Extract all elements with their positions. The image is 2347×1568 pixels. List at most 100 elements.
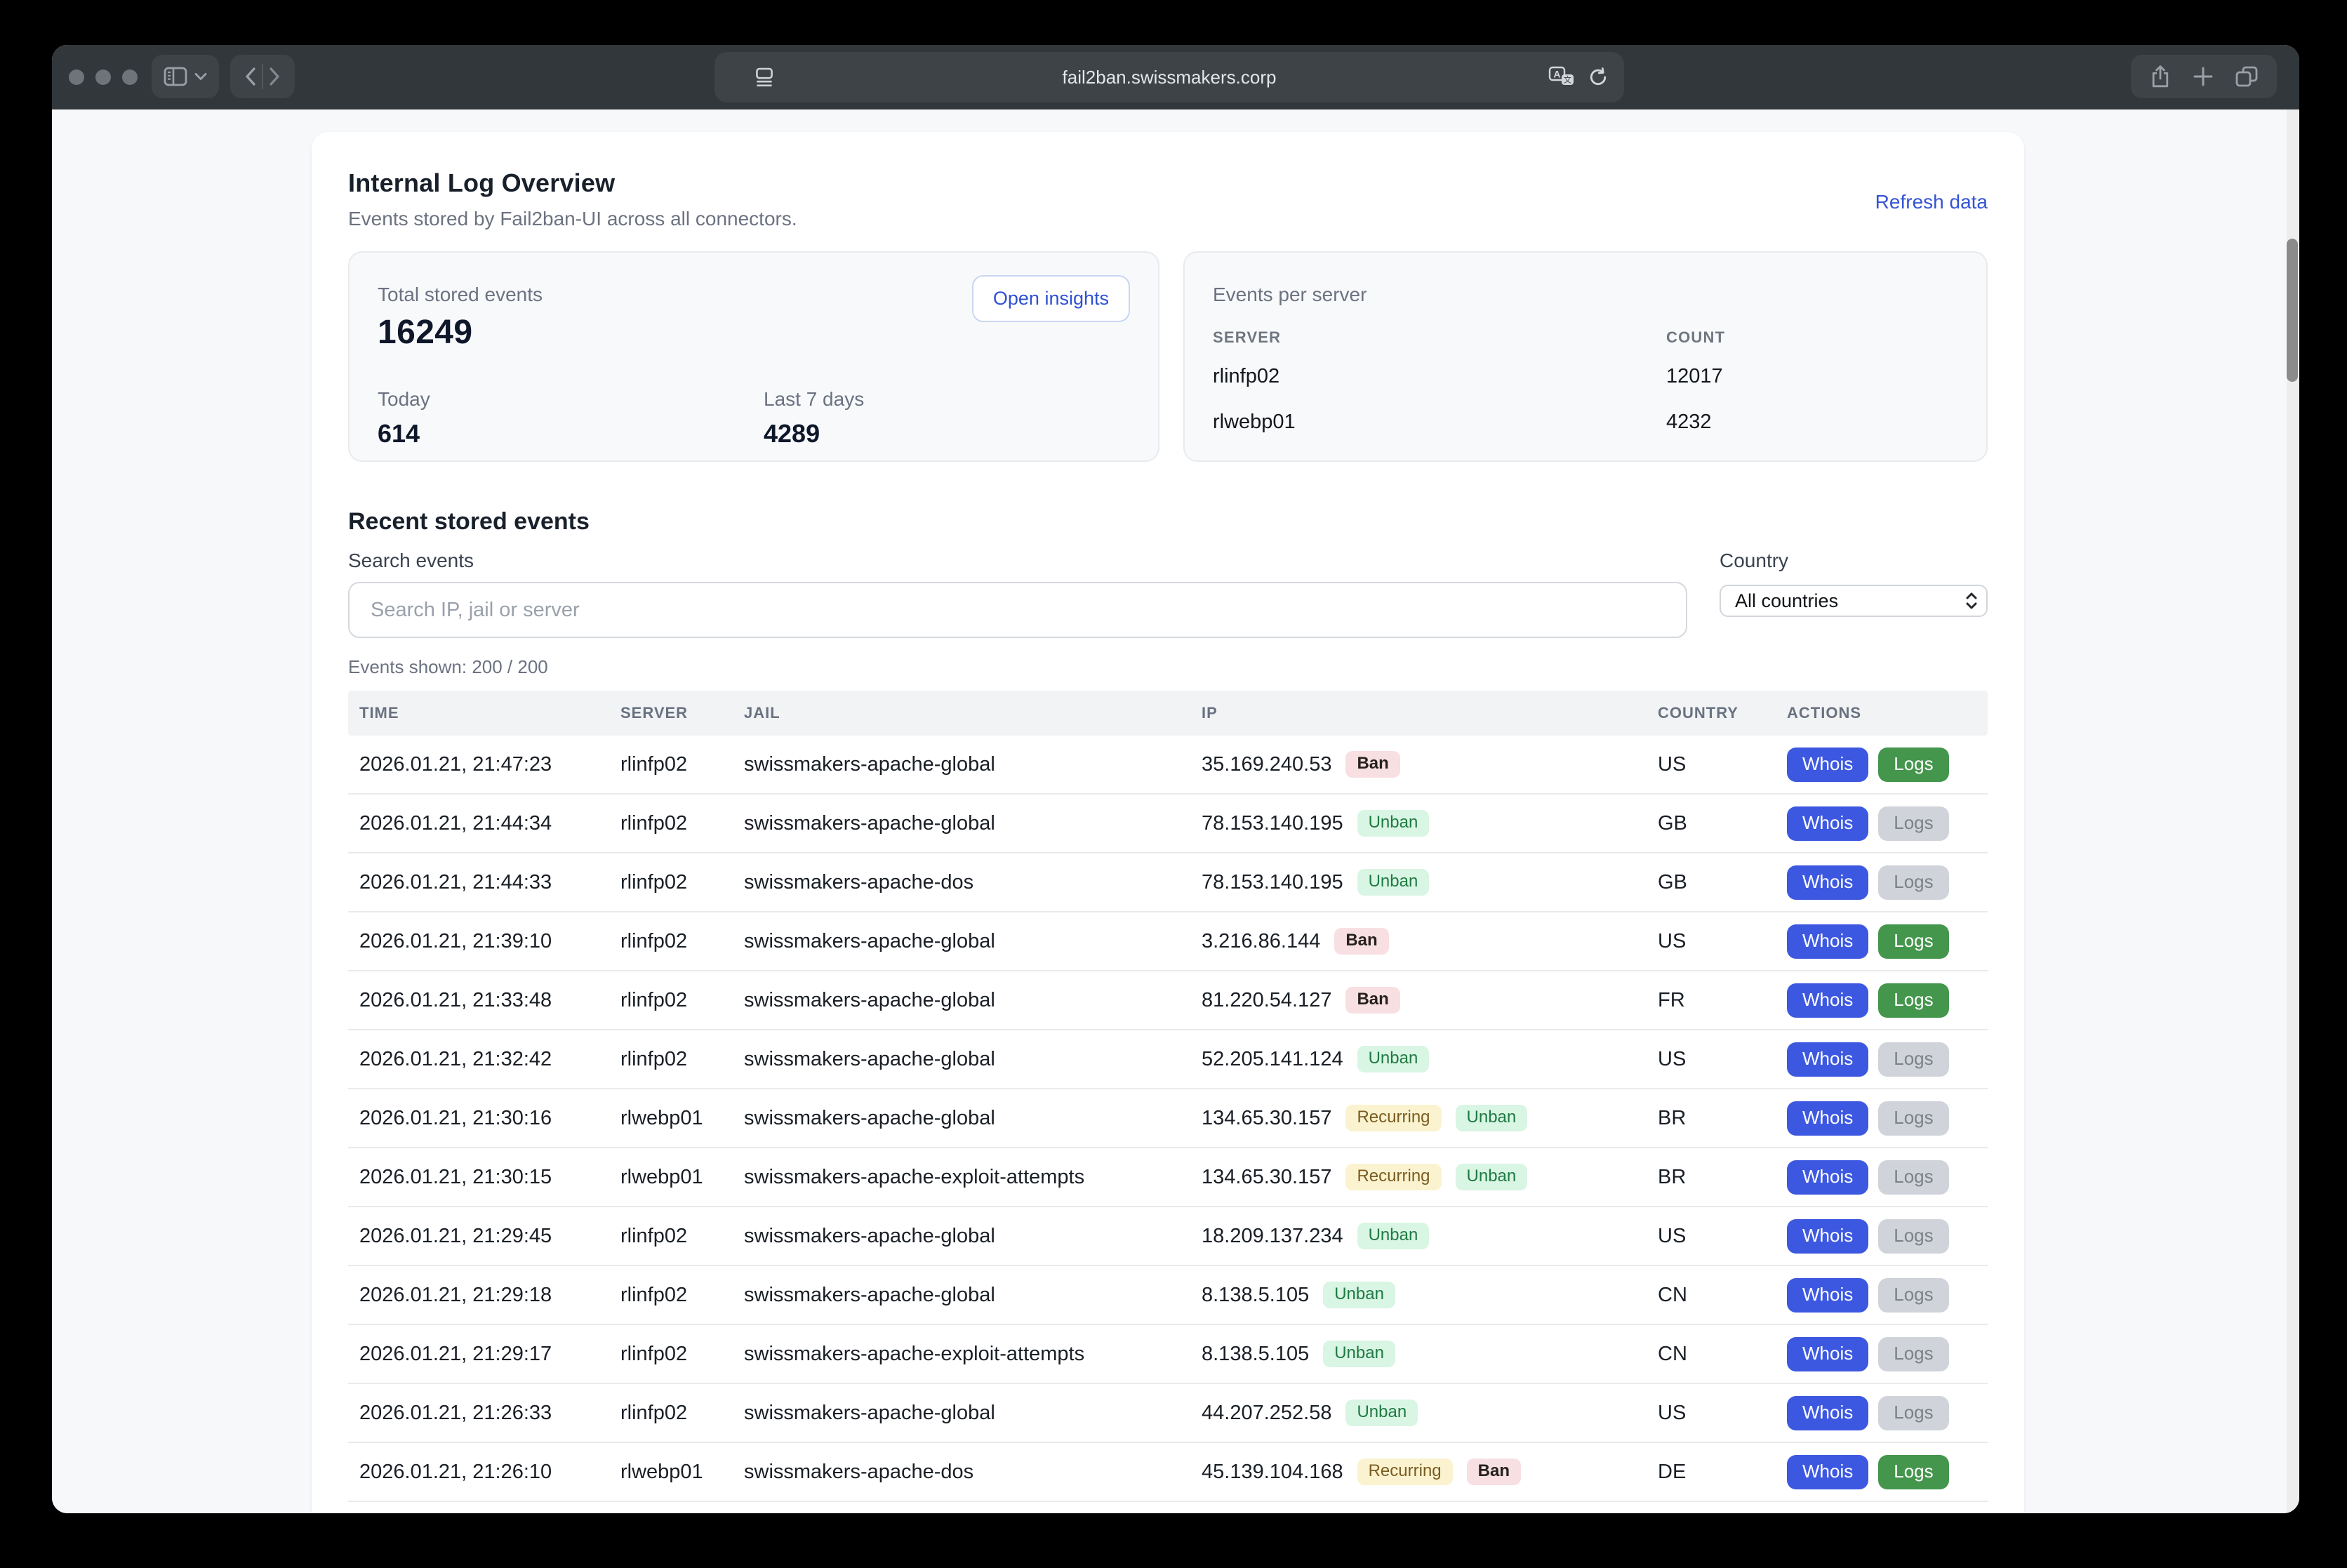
event-ip-cell: 52.205.141.124 Unban xyxy=(1202,1046,1658,1072)
event-actions: Whois Logs xyxy=(1787,865,1988,900)
event-time: 2026.01.21, 21:30:16 xyxy=(359,1107,620,1130)
search-events-label: Search events xyxy=(348,550,1687,572)
event-ip: 35.169.240.53 xyxy=(1202,753,1331,776)
logs-button[interactable]: Logs xyxy=(1878,1160,1948,1195)
whois-button[interactable]: Whois xyxy=(1787,1455,1868,1489)
table-row: 2026.01.21, 21:26:33 rlinfp02 swissmaker… xyxy=(348,1384,1988,1443)
sidebar-toggle-button[interactable] xyxy=(152,55,219,98)
event-country: US xyxy=(1658,1048,1787,1071)
ban-badge: Ban xyxy=(1345,987,1399,1014)
whois-button[interactable]: Whois xyxy=(1787,1042,1868,1077)
event-ip-cell: 134.65.30.157 RecurringUnban xyxy=(1202,1105,1658,1131)
unban-badge: Unban xyxy=(1357,1223,1430,1249)
event-actions: Whois Logs xyxy=(1787,806,1988,841)
server-column-header: SERVER xyxy=(1213,328,1666,365)
event-ip-cell: 44.207.252.58 Unban xyxy=(1202,1400,1658,1426)
col-country: COUNTRY xyxy=(1658,704,1787,722)
scrollbar-thumb[interactable] xyxy=(2287,239,2298,382)
event-server: rlinfp02 xyxy=(620,812,744,835)
event-jail: swissmakers-apache-global xyxy=(744,989,1202,1012)
event-time: 2026.01.21, 21:44:33 xyxy=(359,871,620,894)
server-name: rlinfp02 xyxy=(1213,365,1666,411)
unban-badge: Unban xyxy=(1456,1164,1528,1190)
event-jail: swissmakers-apache-global xyxy=(744,1048,1202,1071)
logs-button[interactable]: Logs xyxy=(1878,1455,1948,1489)
logs-button[interactable]: Logs xyxy=(1878,806,1948,841)
forward-icon[interactable] xyxy=(269,67,280,86)
country-select-value: All countries xyxy=(1735,590,1965,612)
event-jail: swissmakers-apache-exploit-attempts xyxy=(744,1343,1202,1366)
col-server: SERVER xyxy=(620,704,744,722)
whois-button[interactable]: Whois xyxy=(1787,924,1868,959)
maximize-window-button[interactable] xyxy=(122,69,138,85)
event-country: CN xyxy=(1658,1284,1787,1307)
event-actions: Whois Logs xyxy=(1787,1219,1988,1254)
whois-button[interactable]: Whois xyxy=(1787,748,1868,782)
recurring-badge: Recurring xyxy=(1345,1164,1441,1190)
chevron-down-icon xyxy=(194,72,207,81)
event-country: BR xyxy=(1658,1107,1787,1130)
today-label: Today xyxy=(378,388,764,411)
table-row: 2026.01.21, 21:44:34 rlinfp02 swissmaker… xyxy=(348,795,1988,853)
event-server: rlwebp01 xyxy=(620,1107,744,1130)
event-country: US xyxy=(1658,1402,1787,1425)
event-jail: swissmakers-apache-dos xyxy=(744,871,1202,894)
event-country: US xyxy=(1658,930,1787,953)
logs-button[interactable]: Logs xyxy=(1878,924,1948,959)
back-icon[interactable] xyxy=(245,67,256,86)
open-insights-button[interactable]: Open insights xyxy=(972,275,1130,322)
logs-button[interactable]: Logs xyxy=(1878,865,1948,900)
search-input[interactable] xyxy=(348,582,1687,638)
event-time: 2026.01.21, 21:29:17 xyxy=(359,1343,620,1366)
event-server: rlinfp02 xyxy=(620,1284,744,1307)
logs-button[interactable]: Logs xyxy=(1878,748,1948,782)
logs-button[interactable]: Logs xyxy=(1878,1396,1948,1430)
tabs-overview-icon[interactable] xyxy=(2235,66,2258,87)
event-actions: Whois Logs xyxy=(1787,983,1988,1018)
event-time: 2026.01.21, 21:33:48 xyxy=(359,989,620,1012)
event-ip-cell: 18.209.137.234 Unban xyxy=(1202,1223,1658,1249)
toolbar-right-buttons xyxy=(2131,55,2277,98)
new-tab-icon[interactable] xyxy=(2193,67,2213,86)
logs-button[interactable]: Logs xyxy=(1878,983,1948,1018)
minimize-window-button[interactable] xyxy=(95,69,111,85)
close-window-button[interactable] xyxy=(69,69,84,85)
table-row: 2026.01.21, 21:29:17 rlinfp02 swissmaker… xyxy=(348,1325,1988,1384)
event-ip: 45.139.104.168 xyxy=(1202,1461,1343,1484)
logs-button[interactable]: Logs xyxy=(1878,1101,1948,1136)
event-country: US xyxy=(1658,753,1787,776)
event-ip-cell: 3.216.86.144 Ban xyxy=(1202,928,1658,955)
event-actions: Whois Logs xyxy=(1787,1337,1988,1371)
whois-button[interactable]: Whois xyxy=(1787,865,1868,900)
whois-button[interactable]: Whois xyxy=(1787,1219,1868,1254)
address-bar[interactable]: fail2ban.swissmakers.corp A 文 xyxy=(714,52,1624,102)
table-row: 2026.01.21, 21:26:10 rlwebp01 swissmaker… xyxy=(348,1443,1988,1502)
event-ip: 8.138.5.105 xyxy=(1202,1284,1309,1307)
col-ip: IP xyxy=(1202,704,1658,722)
whois-button[interactable]: Whois xyxy=(1787,1101,1868,1136)
event-ip-cell: 81.220.54.127 Ban xyxy=(1202,987,1658,1014)
event-country: DE xyxy=(1658,1461,1787,1484)
event-time: 2026.01.21, 21:29:45 xyxy=(359,1225,620,1248)
logs-button[interactable]: Logs xyxy=(1878,1042,1948,1077)
whois-button[interactable]: Whois xyxy=(1787,983,1868,1018)
whois-button[interactable]: Whois xyxy=(1787,1396,1868,1430)
logs-button[interactable]: Logs xyxy=(1878,1337,1948,1371)
whois-button[interactable]: Whois xyxy=(1787,1160,1868,1195)
recent-events-heading: Recent stored events xyxy=(348,508,1988,536)
event-actions: Whois Logs xyxy=(1787,1396,1988,1430)
event-time: 2026.01.21, 21:39:10 xyxy=(359,930,620,953)
whois-button[interactable]: Whois xyxy=(1787,1278,1868,1313)
logs-button[interactable]: Logs xyxy=(1878,1278,1948,1313)
recurring-badge: Recurring xyxy=(1357,1459,1453,1485)
logs-button[interactable]: Logs xyxy=(1878,1219,1948,1254)
count-column-header: COUNT xyxy=(1666,328,1958,365)
event-actions: Whois Logs xyxy=(1787,748,1988,782)
whois-button[interactable]: Whois xyxy=(1787,806,1868,841)
translate-icon[interactable]: A 文 xyxy=(1548,66,1575,88)
country-select[interactable]: All countries xyxy=(1720,585,1988,617)
whois-button[interactable]: Whois xyxy=(1787,1337,1868,1371)
reload-icon[interactable] xyxy=(1588,67,1609,88)
share-icon[interactable] xyxy=(2150,65,2171,88)
refresh-data-link[interactable]: Refresh data xyxy=(1875,191,1988,213)
